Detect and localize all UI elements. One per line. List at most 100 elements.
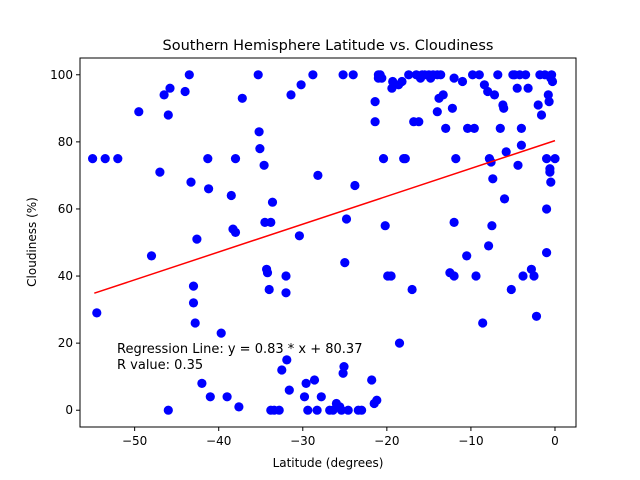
data-point (545, 167, 555, 177)
x-tick-label: 0 (551, 434, 559, 448)
x-tick-label: −20 (374, 434, 399, 448)
data-point (499, 194, 510, 204)
y-tick-label: 0 (65, 403, 73, 417)
data-point (294, 231, 304, 241)
data-point (188, 298, 199, 308)
data-point (226, 190, 236, 201)
data-point (100, 154, 110, 164)
data-point (267, 197, 278, 207)
data-point (400, 154, 410, 164)
data-point (284, 385, 294, 395)
data-point (407, 284, 417, 295)
data-point (253, 70, 263, 80)
data-point (531, 311, 542, 321)
data-point (92, 308, 102, 318)
data-point (222, 392, 232, 402)
data-point (192, 234, 202, 244)
data-point (301, 378, 311, 388)
data-point (499, 103, 509, 113)
data-point (341, 214, 352, 224)
plot-frame (79, 57, 577, 428)
data-point (489, 90, 500, 100)
data-point (414, 117, 424, 127)
data-point (447, 103, 457, 113)
data-point (230, 154, 241, 164)
y-tick-label: 60 (58, 202, 73, 216)
data-point (338, 70, 348, 80)
data-point (266, 217, 276, 227)
data-point (506, 284, 516, 295)
data-point (487, 221, 497, 231)
data-point (163, 405, 173, 415)
r-value-label: R value: 0.35 (117, 358, 203, 373)
data-point (543, 90, 553, 100)
y-tick-label: 100 (50, 68, 73, 82)
data-point (471, 271, 481, 281)
data-point (370, 97, 380, 107)
data-point (529, 271, 539, 281)
data-point (438, 90, 448, 100)
data-point (338, 368, 348, 378)
data-point (501, 147, 511, 157)
data-point (544, 97, 554, 107)
data-point (493, 70, 503, 80)
data-point (155, 167, 165, 177)
data-point (372, 395, 382, 405)
regression-line (94, 139, 556, 294)
data-point (204, 184, 214, 194)
data-point (404, 70, 414, 80)
y-tick-label: 20 (58, 336, 73, 350)
data-point (274, 405, 284, 415)
x-tick-label: −10 (458, 434, 483, 448)
data-point (547, 70, 557, 80)
data-point (190, 318, 200, 328)
data-point (441, 123, 451, 133)
data-point (523, 83, 533, 93)
data-point (255, 144, 265, 154)
data-point (449, 271, 459, 281)
data-point (533, 100, 543, 110)
data-point (457, 76, 468, 87)
data-point (165, 83, 175, 93)
y-tick-label: 80 (58, 135, 73, 149)
data-point (483, 86, 493, 97)
data-point (516, 140, 527, 150)
data-point (469, 123, 479, 133)
data-point (113, 154, 123, 164)
data-point (262, 268, 273, 278)
data-point (542, 154, 552, 164)
data-point (449, 73, 459, 83)
data-point (146, 251, 157, 261)
data-point (286, 90, 296, 100)
data-point (254, 127, 264, 137)
data-point (163, 110, 173, 120)
regression-equation-label: Regression Line: y = 0.83 * x + 80.37 (117, 342, 362, 357)
data-point (336, 405, 347, 415)
data-point (303, 405, 313, 415)
data-point (462, 251, 472, 261)
data-point (518, 271, 528, 281)
x-axis-ticks: −50 −40 −30 −20 −10 0 (122, 427, 559, 448)
data-point (394, 338, 405, 348)
data-point (234, 402, 244, 412)
data-point (484, 241, 494, 251)
x-tick-label: −50 (122, 434, 147, 448)
data-point (378, 154, 389, 164)
data-point (432, 107, 442, 117)
data-point (380, 221, 390, 231)
data-point (309, 375, 320, 385)
data-point (348, 70, 358, 80)
data-point (386, 271, 396, 281)
x-tick-label: −40 (206, 434, 231, 448)
data-point (513, 160, 523, 170)
data-point (512, 83, 522, 93)
data-point (277, 365, 287, 375)
data-point (468, 70, 478, 80)
data-point (542, 248, 552, 258)
data-point (547, 76, 558, 87)
data-point (542, 204, 552, 214)
data-point (216, 328, 226, 338)
data-point (343, 405, 353, 415)
data-point (88, 154, 98, 164)
data-point (184, 70, 194, 80)
